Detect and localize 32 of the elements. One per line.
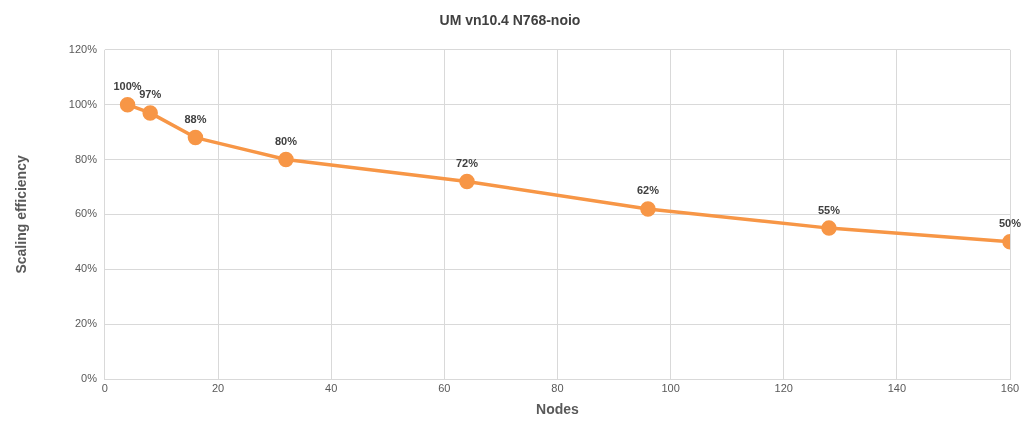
y-tick-label: 100% xyxy=(68,97,98,110)
x-tick-label: 20 xyxy=(211,381,225,394)
x-tick-label: 60 xyxy=(438,381,451,394)
x-tick-label: 40 xyxy=(325,381,338,394)
point xyxy=(142,105,158,121)
y-tick-label: 80% xyxy=(74,152,98,165)
y-tick-label: 60% xyxy=(74,207,98,220)
y-tick-label: 40% xyxy=(74,262,98,275)
point xyxy=(119,96,136,113)
text: 62% xyxy=(636,184,659,197)
x-tick-label: 0 xyxy=(101,381,108,394)
x-tick-label: 80 xyxy=(551,381,564,394)
text: 80% xyxy=(274,135,297,148)
x-tick-label: 160 xyxy=(1000,381,1020,394)
y-tick-label: 20% xyxy=(74,317,98,330)
point xyxy=(821,220,837,236)
point xyxy=(640,201,656,217)
point xyxy=(278,151,294,168)
point xyxy=(459,173,475,190)
text: 55% xyxy=(817,203,840,216)
x-tick-label: 120 xyxy=(774,381,793,394)
x-tick-label: 100 xyxy=(661,381,680,394)
y-tick-label: 0% xyxy=(81,372,98,385)
text: 50% xyxy=(998,217,1022,230)
x-axis-title: Nodes xyxy=(536,401,580,418)
chart-title: UM vn10.4 N768-noio xyxy=(439,12,581,29)
text: 72% xyxy=(455,157,478,170)
y-tick-label: 120% xyxy=(68,42,98,55)
y-axis-title: Scaling efficiency xyxy=(13,155,30,274)
x-tick-label: 140 xyxy=(887,381,907,394)
text: 88% xyxy=(184,113,207,126)
point xyxy=(187,129,204,146)
